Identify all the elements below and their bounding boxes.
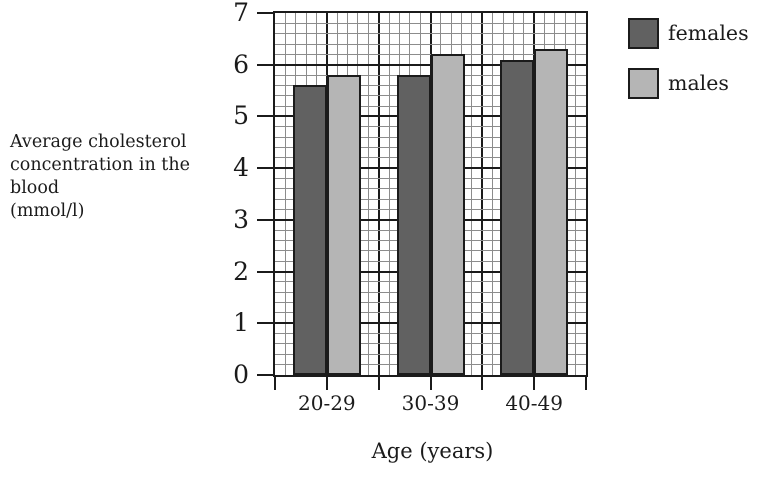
y-tick-label: 6	[233, 49, 249, 79]
bar-females-30-39	[396, 75, 431, 375]
legend-swatch-females	[628, 18, 659, 49]
x-axis-tick	[481, 377, 484, 390]
x-axis-tick	[585, 377, 587, 390]
y-axis-tick	[257, 374, 274, 376]
gridline-horizontal-minor	[275, 43, 586, 45]
y-tick-label: 2	[233, 256, 249, 286]
y-tick-label: 1	[233, 308, 249, 338]
y-axis-tick	[257, 12, 274, 14]
y-axis-tick	[257, 167, 274, 170]
legend-label-females: females	[668, 21, 749, 45]
y-axis-tick	[257, 270, 274, 273]
bar-males-30-39	[430, 54, 465, 375]
x-axis-tick	[274, 377, 276, 390]
bar-females-20-29	[292, 85, 327, 375]
legend-swatch-males	[628, 68, 659, 99]
y-tick-label: 5	[233, 101, 249, 131]
y-axis-title-line: (mmol/l)	[10, 201, 85, 221]
bar-males-40-49	[534, 49, 569, 375]
y-tick-label: 0	[233, 360, 249, 389]
gridline-horizontal-minor	[275, 53, 586, 55]
gridline-vertical-minor	[367, 13, 369, 375]
plot-area	[273, 11, 588, 377]
x-axis-tick	[325, 377, 328, 390]
x-axis-title: Age (years)	[371, 439, 494, 463]
gridline-vertical-minor	[284, 13, 286, 375]
y-tick-label: 7	[233, 0, 249, 27]
y-axis-tick	[257, 218, 274, 221]
y-axis-tick	[257, 115, 274, 118]
y-axis-tick	[257, 322, 274, 325]
gridline-vertical-minor	[388, 13, 390, 375]
x-axis-tick	[377, 377, 380, 390]
gridline-vertical-major	[481, 13, 484, 375]
x-tick-label-40-49: 40-49	[505, 391, 563, 415]
y-axis-title: Average cholesterol concentration in the b…	[10, 131, 190, 223]
y-tick-label: 3	[233, 204, 249, 234]
y-axis-title-line: blood	[10, 178, 60, 198]
x-axis-tick	[533, 377, 536, 390]
x-tick-label-30-39: 30-39	[401, 391, 460, 415]
gridline-horizontal-minor	[275, 33, 586, 35]
y-tick-label: 4	[233, 153, 249, 183]
bar-females-40-49	[500, 59, 535, 375]
legend-label-males: males	[668, 71, 729, 95]
x-axis-tick	[429, 377, 432, 390]
y-axis-title-line: concentration in the	[10, 155, 190, 175]
y-axis-tick	[257, 63, 274, 66]
bar-males-20-29	[326, 75, 361, 375]
gridline-vertical-minor	[575, 13, 577, 375]
gridline-vertical-minor	[492, 13, 494, 375]
x-tick-label-20-29: 20-29	[298, 391, 356, 415]
y-axis-title-line: Average cholesterol	[10, 132, 187, 152]
gridline-horizontal-minor	[275, 22, 586, 24]
gridline-vertical-minor	[471, 13, 473, 375]
gridline-vertical-major	[377, 13, 380, 375]
